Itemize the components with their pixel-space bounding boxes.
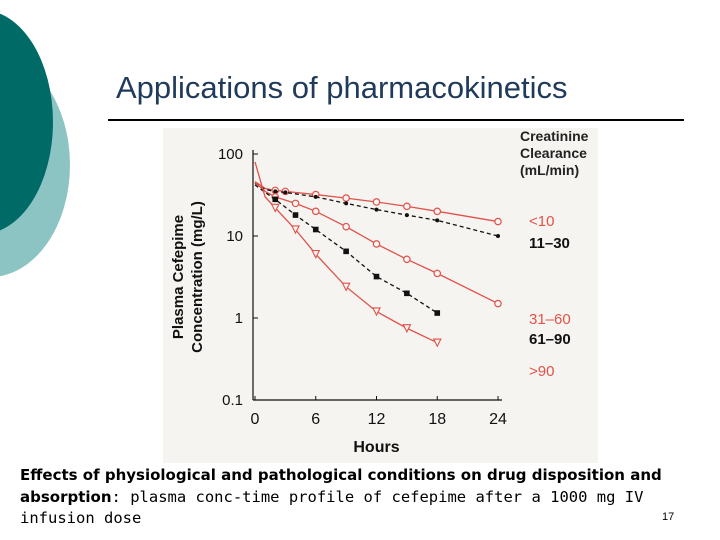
decor-circle-dark xyxy=(0,13,53,231)
data-point xyxy=(372,198,381,206)
data-point xyxy=(372,240,381,248)
y-axis-label: Plasma Cefepime Concentration (mg/L) xyxy=(170,201,206,353)
data-point xyxy=(342,194,350,202)
chart: 0.1 1 10 100 0 6 12 18 24 Hours Plasma Cefepime Con… xyxy=(163,128,598,463)
title-divider xyxy=(108,119,684,121)
data-point xyxy=(372,307,381,317)
data-point xyxy=(311,207,320,216)
slide-caption: Effects of physiological and pathologica… xyxy=(20,465,700,530)
data-point xyxy=(403,255,411,264)
x-tick-label: 18 xyxy=(428,411,446,428)
data-point xyxy=(435,218,440,223)
caption-text: : plasma conc-time profile of cefepime a… xyxy=(20,487,644,528)
data-point xyxy=(272,196,279,203)
data-point xyxy=(343,248,349,255)
data-point xyxy=(404,290,410,297)
data-point xyxy=(311,250,321,260)
data-point xyxy=(373,273,380,280)
y-tick-label: 1 xyxy=(235,310,243,327)
x-tick-label: 0 xyxy=(251,411,260,428)
data-point xyxy=(403,202,411,211)
series-line xyxy=(254,181,499,223)
x-tick-label: 12 xyxy=(368,411,386,428)
data-point xyxy=(374,207,379,212)
data-point xyxy=(270,203,280,213)
series-line xyxy=(254,182,499,237)
legend-entry: <10 xyxy=(529,213,554,230)
data-point xyxy=(291,225,300,235)
legend-entry: >90 xyxy=(529,363,554,380)
series-line xyxy=(254,184,438,314)
data-point xyxy=(434,310,441,316)
data-point xyxy=(494,217,502,226)
page-number: 17 xyxy=(662,511,675,523)
data-point xyxy=(313,194,318,199)
series-line xyxy=(254,181,499,305)
y-tick-label: 10 xyxy=(226,228,243,245)
data-point xyxy=(432,338,442,348)
data-point xyxy=(433,207,442,216)
data-point xyxy=(273,189,278,194)
caption-bold: Effects of physiological and pathologica… xyxy=(20,466,662,506)
slide-title: Applications of pharmacokinetics xyxy=(116,70,568,105)
slide-decoration xyxy=(0,13,70,277)
x-tick-label: 24 xyxy=(489,411,507,428)
y-tick-label: 0.1 xyxy=(222,392,243,409)
chart-svg: 0.1 1 10 100 0 6 12 18 24 Hours Plasma Cefepime Con… xyxy=(170,128,589,456)
data-point xyxy=(341,282,351,292)
x-axis-label: Hours xyxy=(353,439,399,456)
legend-entry: 31–60 xyxy=(529,311,571,328)
legend-entry: 61–90 xyxy=(529,331,571,348)
x-tick-label: 6 xyxy=(311,411,320,428)
data-point xyxy=(344,201,349,206)
data-point xyxy=(402,324,412,334)
data-point xyxy=(342,222,350,231)
data-point xyxy=(496,234,500,238)
data-point xyxy=(404,213,409,218)
y-tick-label: 100 xyxy=(218,146,243,163)
legend-title: Creatinine Clearance (mL/min) xyxy=(520,128,589,178)
data-point xyxy=(292,212,299,218)
data-point xyxy=(433,269,442,278)
data-point xyxy=(494,299,502,308)
data-point xyxy=(283,190,288,195)
legend-entry: 11–30 xyxy=(529,235,570,252)
data-point xyxy=(312,226,319,233)
data-point xyxy=(291,199,300,208)
